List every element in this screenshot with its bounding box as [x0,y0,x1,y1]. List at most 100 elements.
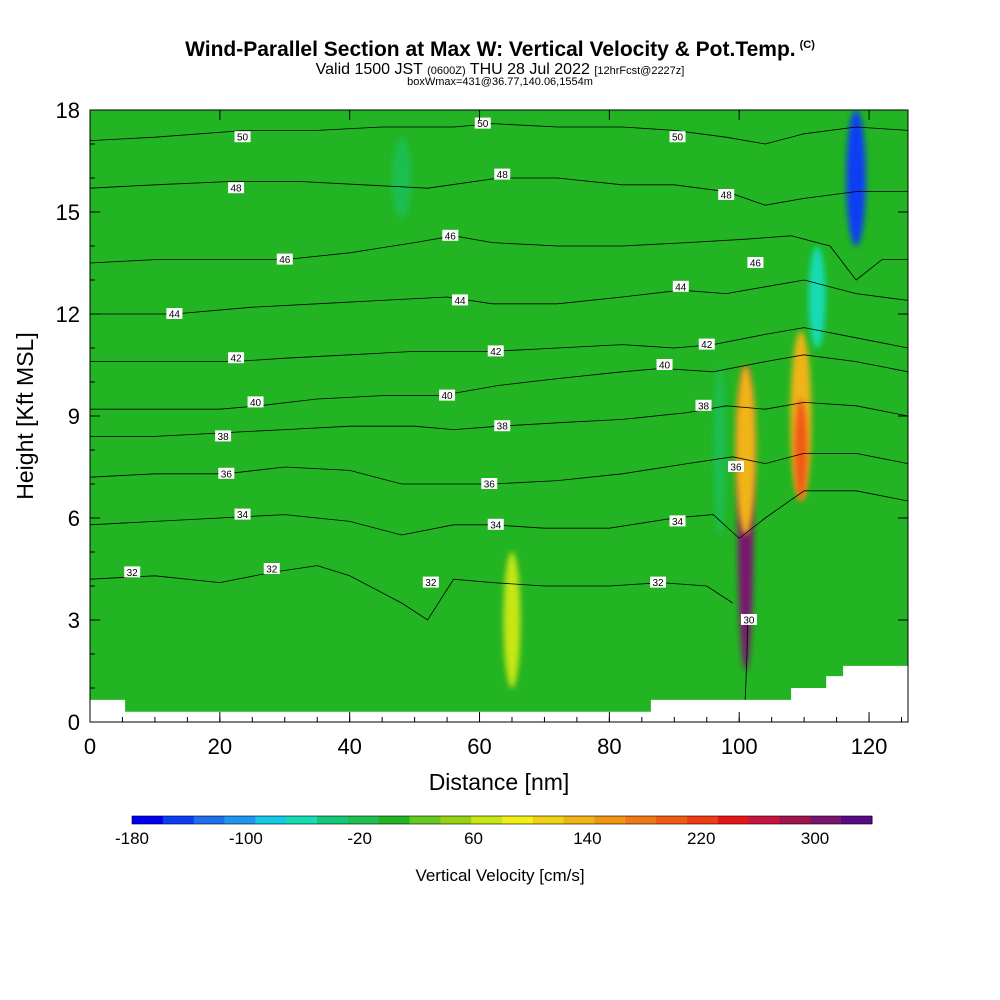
colorbar-swatch [717,816,750,824]
contour-label-text: 40 [250,398,262,409]
colorbar-swatch [286,816,318,824]
colorbar-tick-label: 300 [801,829,829,848]
contour-label-21: 36 [218,467,235,480]
contour-label-13: 42 [487,345,504,358]
colorbar-swatch [810,816,842,824]
contour-label-text: 36 [730,463,742,474]
colorbar-swatch [841,816,873,824]
contour-label-text: 30 [743,616,755,627]
colorbar-title: Vertical Velocity [cm/s] [415,866,584,885]
contour-label-0: 50 [234,131,251,144]
contour-label-text: 34 [672,517,684,528]
velocity-feature-1 [735,365,757,535]
contour-label-31: 30 [740,614,757,627]
velocity-feature-4 [503,552,521,688]
contour-label-text: 32 [266,565,278,576]
contour-label-9: 44 [166,308,183,321]
theta-contour-50 [90,123,908,145]
contour-label-text: 44 [169,310,181,321]
colorbar-tick-label: -20 [347,829,372,848]
y-axis: 0 36 9 12 15 18 [56,98,908,735]
contour-label-text: 46 [279,255,291,266]
x-axis-title: Distance [nm] [429,769,570,795]
contour-label-1: 50 [474,117,491,130]
contour-label-text: 42 [490,347,502,358]
x-tick-label: 40 [337,734,361,759]
velocity-feature-6 [808,246,826,348]
contour-label-text: 42 [231,354,243,365]
contour-label-text: 32 [127,568,139,579]
contour-label-14: 42 [698,338,715,351]
contour-labels: 50 50 50 48 48 48 46 46 46 44 44 44 42 42 42 40 40 40 38 38… [124,117,764,627]
colorbar-swatch [625,816,657,824]
contour-label-24: 34 [234,508,251,521]
velocity-feature-7 [713,365,727,535]
contour-label-20: 38 [695,399,712,412]
y-tick-label: 0 [68,710,80,735]
contour-label-text: 38 [497,422,509,433]
contour-label-text: 38 [698,401,710,412]
contour-label-text: 36 [221,469,233,480]
contour-label-text: 38 [218,432,230,443]
colorbar-swatch [687,816,719,824]
colorbar-swatch [502,816,534,824]
contour-label-text: 48 [721,191,733,202]
contour-label-text: 34 [490,520,502,531]
theta-contour-42 [90,327,908,362]
theta-contour-46 [90,235,908,281]
colorbar-tick-label: 220 [687,829,715,848]
theta-contour-40 [90,354,908,410]
contour-label-5: 48 [718,189,735,202]
colorbar-swatch [748,816,780,824]
chart-subtitle-valid: Valid 1500 JST (0600Z) THU 28 Jul 2022 [… [315,61,685,78]
velocity-feature-5 [846,110,866,246]
colorbar-tick-label: 140 [573,829,601,848]
colorbar-swatch [409,816,441,824]
contour-label-text: 50 [672,133,684,144]
velocity-feature-8 [391,137,412,219]
contour-label-text: 46 [445,231,457,242]
theta-contour-44 [90,279,908,315]
colorbar-swatch [779,816,811,824]
contour-label-16: 40 [439,389,456,402]
colorbar-swatch [378,816,410,824]
colorbar-frame [131,815,873,825]
x-tick-label: 100 [721,734,758,759]
colorbar-swatch [224,816,256,824]
contour-label-text: 44 [454,296,466,307]
x-tick-label: 0 [84,734,96,759]
velocity-features [391,110,866,688]
y-axis-title: Height [Kft MSL] [12,332,38,499]
y-tick-label: 9 [68,404,80,429]
terrain [90,665,908,722]
contour-label-11: 44 [672,280,689,293]
colorbar-swatch [317,816,349,824]
colorbar-swatch [656,816,688,824]
contour-label-text: 32 [652,578,664,589]
theta-contour-36 [90,453,908,485]
colorbar-swatch [162,816,195,824]
contour-label-12: 42 [228,352,245,365]
colorbar-swatch [471,816,503,824]
contour-label-text: 46 [750,259,762,270]
contour-label-text: 42 [701,340,713,351]
y-tick-label: 12 [56,302,80,327]
theta-contour-34 [90,490,908,539]
contour-label-text: 32 [425,578,437,589]
y-tick-label: 15 [56,200,80,225]
colorbar-swatch [532,816,565,824]
contour-label-text: 50 [237,133,249,144]
theta-contour-38 [90,401,908,437]
y-tick-label: 18 [56,98,80,123]
contour-label-30: 32 [650,576,667,589]
theta-contour-32 [90,565,733,621]
theta-contour-48 [90,177,908,206]
contour-label-22: 36 [481,478,498,491]
x-axis: 0 20 40 60 80 100 120 [84,110,903,759]
x-tick-label: 80 [597,734,621,759]
contour-label-7: 46 [442,229,459,242]
theta-contours [90,123,908,716]
chart-subtitle-box: boxWmax=431@36.77,140.06,1554m [407,76,593,88]
colorbar-swatch [132,816,164,824]
